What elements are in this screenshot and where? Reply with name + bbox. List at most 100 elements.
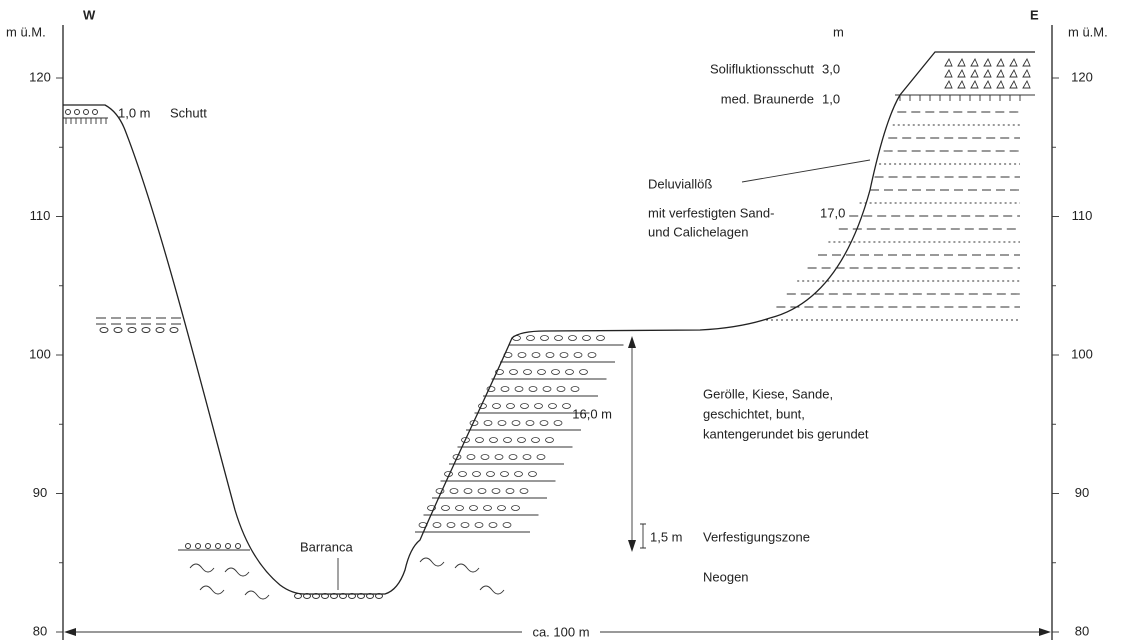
debris	[1010, 59, 1017, 66]
pebble	[114, 328, 122, 333]
neogen-sign	[225, 568, 249, 576]
pebble	[518, 438, 526, 443]
debris	[958, 81, 965, 88]
pebble	[597, 336, 605, 341]
pebble	[532, 353, 540, 358]
pebble	[583, 336, 591, 341]
pebble	[478, 489, 486, 494]
debris	[1023, 70, 1030, 77]
debris	[971, 81, 978, 88]
debris	[958, 70, 965, 77]
pebble	[484, 421, 492, 426]
pebble	[481, 455, 489, 460]
layer-name: med. Braunerde	[721, 91, 814, 106]
pebble	[206, 544, 211, 549]
pebble	[501, 472, 509, 477]
pebble	[490, 438, 498, 443]
neogen-sign	[480, 586, 504, 594]
gravel-desc: kantengerundet bis gerundet	[703, 426, 869, 441]
pebble	[487, 472, 495, 477]
pebble	[529, 387, 537, 392]
pebble	[196, 544, 201, 549]
pebble	[75, 110, 80, 115]
layer-name: Solifluktionsschutt	[710, 61, 814, 76]
debris	[971, 70, 978, 77]
pebble	[433, 523, 441, 528]
pebble	[498, 421, 506, 426]
leader-line	[742, 160, 870, 182]
layer-thickness: 3,0	[822, 61, 840, 76]
pebble	[574, 353, 582, 358]
tick-label: 80	[1075, 623, 1089, 638]
pebble	[546, 353, 554, 358]
pebble	[476, 438, 484, 443]
pebble	[554, 421, 562, 426]
layer-thickness: 17,0	[820, 205, 845, 220]
pebble	[521, 404, 529, 409]
zone-thickness: 1,5 m	[650, 529, 683, 544]
pebble	[524, 370, 532, 375]
debris	[984, 81, 991, 88]
pebble	[142, 328, 150, 333]
tick-label: 100	[29, 346, 51, 361]
pebble	[93, 110, 98, 115]
pebble	[475, 523, 483, 528]
pebble	[216, 544, 221, 549]
pebble	[507, 404, 515, 409]
tick-label: 90	[33, 485, 47, 500]
debris	[1023, 59, 1030, 66]
pebble	[493, 404, 501, 409]
pebble	[571, 387, 579, 392]
neogen-sign	[200, 586, 224, 594]
bracket	[640, 524, 646, 548]
neogen-sign	[190, 564, 214, 572]
pebble	[84, 110, 89, 115]
pebble	[450, 489, 458, 494]
cross-section: W E m ü.M. m ü.M. m Solifluktionsschutt …	[0, 0, 1127, 644]
barranca-label: Barranca	[300, 539, 354, 554]
tick-label: 110	[30, 208, 51, 223]
pebble	[442, 506, 450, 511]
pebble	[495, 455, 503, 460]
pebble	[447, 523, 455, 528]
debris	[984, 70, 991, 77]
pebble	[226, 544, 231, 549]
tick-label: 120	[1071, 69, 1093, 84]
debris	[997, 81, 1004, 88]
pebble	[535, 404, 543, 409]
rim-thickness: 1,0 m	[118, 105, 151, 120]
west-label: W	[83, 7, 96, 22]
pebble	[540, 421, 548, 426]
pebble	[170, 328, 178, 333]
debris	[945, 70, 952, 77]
pebble	[501, 387, 509, 392]
debris	[945, 59, 952, 66]
pebble	[523, 455, 531, 460]
pebble	[498, 506, 506, 511]
pebble	[512, 506, 520, 511]
pebble	[538, 370, 546, 375]
pebble	[156, 328, 164, 333]
pebble	[549, 404, 557, 409]
pebble	[492, 489, 500, 494]
pebble	[555, 336, 563, 341]
pebble	[515, 387, 523, 392]
pebble	[510, 370, 518, 375]
pebble	[543, 387, 551, 392]
debris	[945, 81, 952, 88]
pebble	[515, 472, 523, 477]
pebble	[456, 506, 464, 511]
base-label: Neogen	[703, 569, 749, 584]
width-label: ca. 100 m	[532, 624, 589, 639]
debris	[997, 70, 1004, 77]
debris	[1010, 81, 1017, 88]
gravel-desc: Gerölle, Kiese, Sande,	[703, 386, 833, 401]
gravel-desc: geschichtet, bunt,	[703, 406, 805, 421]
gravel-thickness: 16,0 m	[572, 406, 612, 421]
pebble	[504, 438, 512, 443]
layer-thickness: 1,0	[822, 91, 840, 106]
pebble	[537, 455, 545, 460]
debris	[997, 59, 1004, 66]
pebble	[459, 472, 467, 477]
tick-label: 120	[29, 69, 51, 84]
